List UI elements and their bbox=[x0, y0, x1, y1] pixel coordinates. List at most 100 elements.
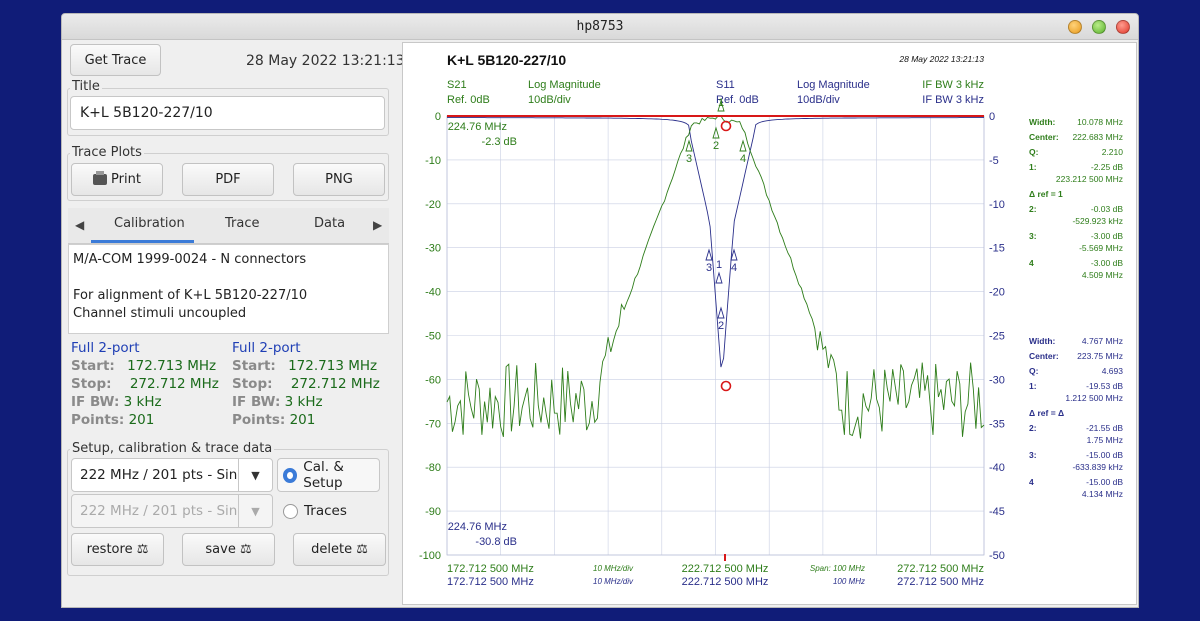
cal-info-ch1: Full 2-port Start: 172.713 MHz Stop: 272… bbox=[71, 339, 219, 429]
minimize-button[interactable] bbox=[1068, 20, 1082, 34]
stop-key: Stop: bbox=[232, 376, 273, 392]
active-tab-indicator bbox=[91, 240, 194, 243]
s11-trace bbox=[447, 117, 984, 368]
div-1: 10 MHz/div bbox=[593, 564, 634, 573]
tab-right-arrow-icon[interactable]: ▶ bbox=[373, 218, 383, 232]
stats-key: Width: bbox=[1029, 117, 1056, 127]
save-button[interactable]: save ⚖ bbox=[182, 533, 275, 566]
ifbw-1: IF BW 3 kHz bbox=[922, 79, 984, 91]
stats-value-2: 1.75 MHz bbox=[1087, 435, 1123, 445]
left-tick-label: -10 bbox=[425, 155, 441, 167]
s11-active-marker bbox=[720, 380, 732, 392]
marker-label: 4 bbox=[740, 153, 746, 165]
ch2-scale: 10dB/div bbox=[797, 94, 840, 106]
stats-value: 10.078 MHz bbox=[1077, 117, 1123, 127]
stats-value: -3.00 dB bbox=[1091, 231, 1123, 241]
ch1-scale: 10dB/div bbox=[528, 94, 571, 106]
marker1-readout-value: -2.3 dB bbox=[482, 136, 517, 148]
stats-value-2: 4.509 MHz bbox=[1082, 270, 1123, 280]
stats-key: 4 bbox=[1029, 258, 1034, 268]
notes-line-2: For alignment of K+L 5B120-227/10 bbox=[73, 288, 308, 303]
cal-setup-radio[interactable]: Cal. & Setup bbox=[277, 458, 380, 492]
setup-select-disabled: 222 MHz / 201 pts - Singl ▼ bbox=[71, 494, 273, 528]
tab-bar: ◀ Calibration Trace Data ▶ bbox=[68, 208, 389, 244]
stats-value-2: -529.923 kHz bbox=[1072, 216, 1123, 226]
right-tick-label: -20 bbox=[989, 287, 1005, 299]
left-axis-ticks: 0 -10 -20 -30 -40 -50 -60 -70 -80 -90 -100 bbox=[419, 111, 441, 562]
ch1-format: Log Magnitude bbox=[528, 79, 601, 91]
stats-value: -3.00 dB bbox=[1091, 258, 1123, 268]
notes-line-3: Channel stimuli uncoupled bbox=[73, 306, 247, 321]
stats-key: Δ ref = 1 bbox=[1029, 189, 1063, 199]
span-2: 100 MHz bbox=[833, 577, 865, 586]
tab-left-arrow-icon[interactable]: ◀ bbox=[75, 218, 85, 232]
stats-value: -0.03 dB bbox=[1091, 204, 1123, 214]
stats-key: Center: bbox=[1029, 351, 1059, 361]
stats-value: 222.683 MHz bbox=[1072, 132, 1123, 142]
trace-plot: K+L 5B120-227/10 28 May 2022 13:21:13 S2… bbox=[419, 52, 1123, 588]
stats-value: -15.00 dB bbox=[1086, 450, 1123, 460]
pdf-button[interactable]: PDF bbox=[182, 163, 274, 196]
notes-line-1: M/A-COM 1999-0024 - N connectors bbox=[73, 252, 307, 267]
left-tick-label: -40 bbox=[425, 287, 441, 299]
stats-value-2: 223.212 500 MHz bbox=[1056, 174, 1123, 184]
stats-value-2: 1.212 500 MHz bbox=[1065, 393, 1123, 403]
stats-key: 2: bbox=[1029, 423, 1037, 433]
stop-freq-2: 272.712 500 MHz bbox=[897, 576, 984, 588]
stats-key: Center: bbox=[1029, 132, 1059, 142]
print-button[interactable]: Print bbox=[71, 163, 163, 196]
radio-selected-icon bbox=[283, 467, 298, 483]
png-button[interactable]: PNG bbox=[293, 163, 385, 196]
stop-key: Stop: bbox=[71, 376, 112, 392]
marker1-readout-freq: 224.76 MHz bbox=[448, 121, 507, 133]
cal-info-ch2: Full 2-port Start: 172.713 MHz Stop: 272… bbox=[232, 339, 380, 429]
title-label: Title bbox=[70, 79, 102, 94]
marker-label: 1 bbox=[716, 259, 722, 271]
left-tick-label: -100 bbox=[419, 550, 441, 562]
marker2-readout-freq: 224.76 MHz bbox=[448, 521, 507, 533]
maximize-button[interactable] bbox=[1092, 20, 1106, 34]
start-freq-1: 172.712 500 MHz bbox=[447, 563, 534, 575]
plot-grid bbox=[446, 115, 985, 556]
ifbw-key: IF BW: bbox=[71, 394, 120, 410]
stats-key: Δ ref = Δ bbox=[1029, 408, 1064, 418]
plot-title: K+L 5B120-227/10 bbox=[447, 52, 566, 68]
ifbw-key: IF BW: bbox=[232, 394, 281, 410]
delete-button[interactable]: delete ⚖ bbox=[293, 533, 386, 566]
close-button[interactable] bbox=[1116, 20, 1130, 34]
traces-radio[interactable]: Traces bbox=[283, 503, 347, 519]
right-axis-ticks: 0 -5 -10 -15 -20 -25 -30 -35 -40 -45 -50 bbox=[989, 111, 1005, 562]
tab-trace[interactable]: Trace bbox=[225, 216, 260, 231]
right-tick-label: -40 bbox=[989, 462, 1005, 474]
cal-type: Full 2-port bbox=[232, 340, 301, 356]
points-key: Points: bbox=[232, 412, 286, 428]
stats-key: 4 bbox=[1029, 477, 1034, 487]
title-input[interactable]: K+L 5B120-227/10 bbox=[70, 96, 385, 130]
timestamp: 28 May 2022 13:21:13 bbox=[246, 53, 405, 69]
marker-label: 4 bbox=[731, 262, 737, 274]
calibration-notes[interactable]: M/A-COM 1999-0024 - N connectors For ali… bbox=[68, 244, 389, 334]
stats-value: 223.75 MHz bbox=[1077, 351, 1123, 361]
restore-button[interactable]: restore ⚖ bbox=[71, 533, 164, 566]
marker2-readout-value: -30.8 dB bbox=[475, 536, 517, 548]
s11-marker-stats: Width: 4.767 MHz Center: 223.75 MHz Q: 4.693 1… bbox=[1029, 336, 1123, 499]
right-tick-label: 0 bbox=[989, 111, 995, 123]
left-tick-label: -50 bbox=[425, 331, 441, 343]
div-2: 10 MHz/div bbox=[593, 577, 634, 586]
get-trace-button[interactable]: Get Trace bbox=[70, 44, 161, 76]
marker-triangle bbox=[715, 271, 723, 284]
right-tick-label: -25 bbox=[989, 331, 1005, 343]
stats-key: 3: bbox=[1029, 450, 1037, 460]
marker-triangle bbox=[739, 139, 747, 152]
caret-down-icon[interactable]: ▼ bbox=[238, 459, 272, 491]
tab-data[interactable]: Data bbox=[314, 216, 346, 231]
left-tick-label: -30 bbox=[425, 243, 441, 255]
tab-calibration[interactable]: Calibration bbox=[114, 216, 185, 231]
stats-value: -2.25 dB bbox=[1091, 162, 1123, 172]
stats-value: -21.55 dB bbox=[1086, 423, 1123, 433]
marker-triangle bbox=[705, 248, 713, 261]
left-tick-label: -70 bbox=[425, 418, 441, 430]
trace-plots-label: Trace Plots bbox=[70, 145, 144, 160]
setup-select[interactable]: 222 MHz / 201 pts - Singl ▼ bbox=[71, 458, 273, 492]
marker-triangle bbox=[730, 248, 738, 261]
